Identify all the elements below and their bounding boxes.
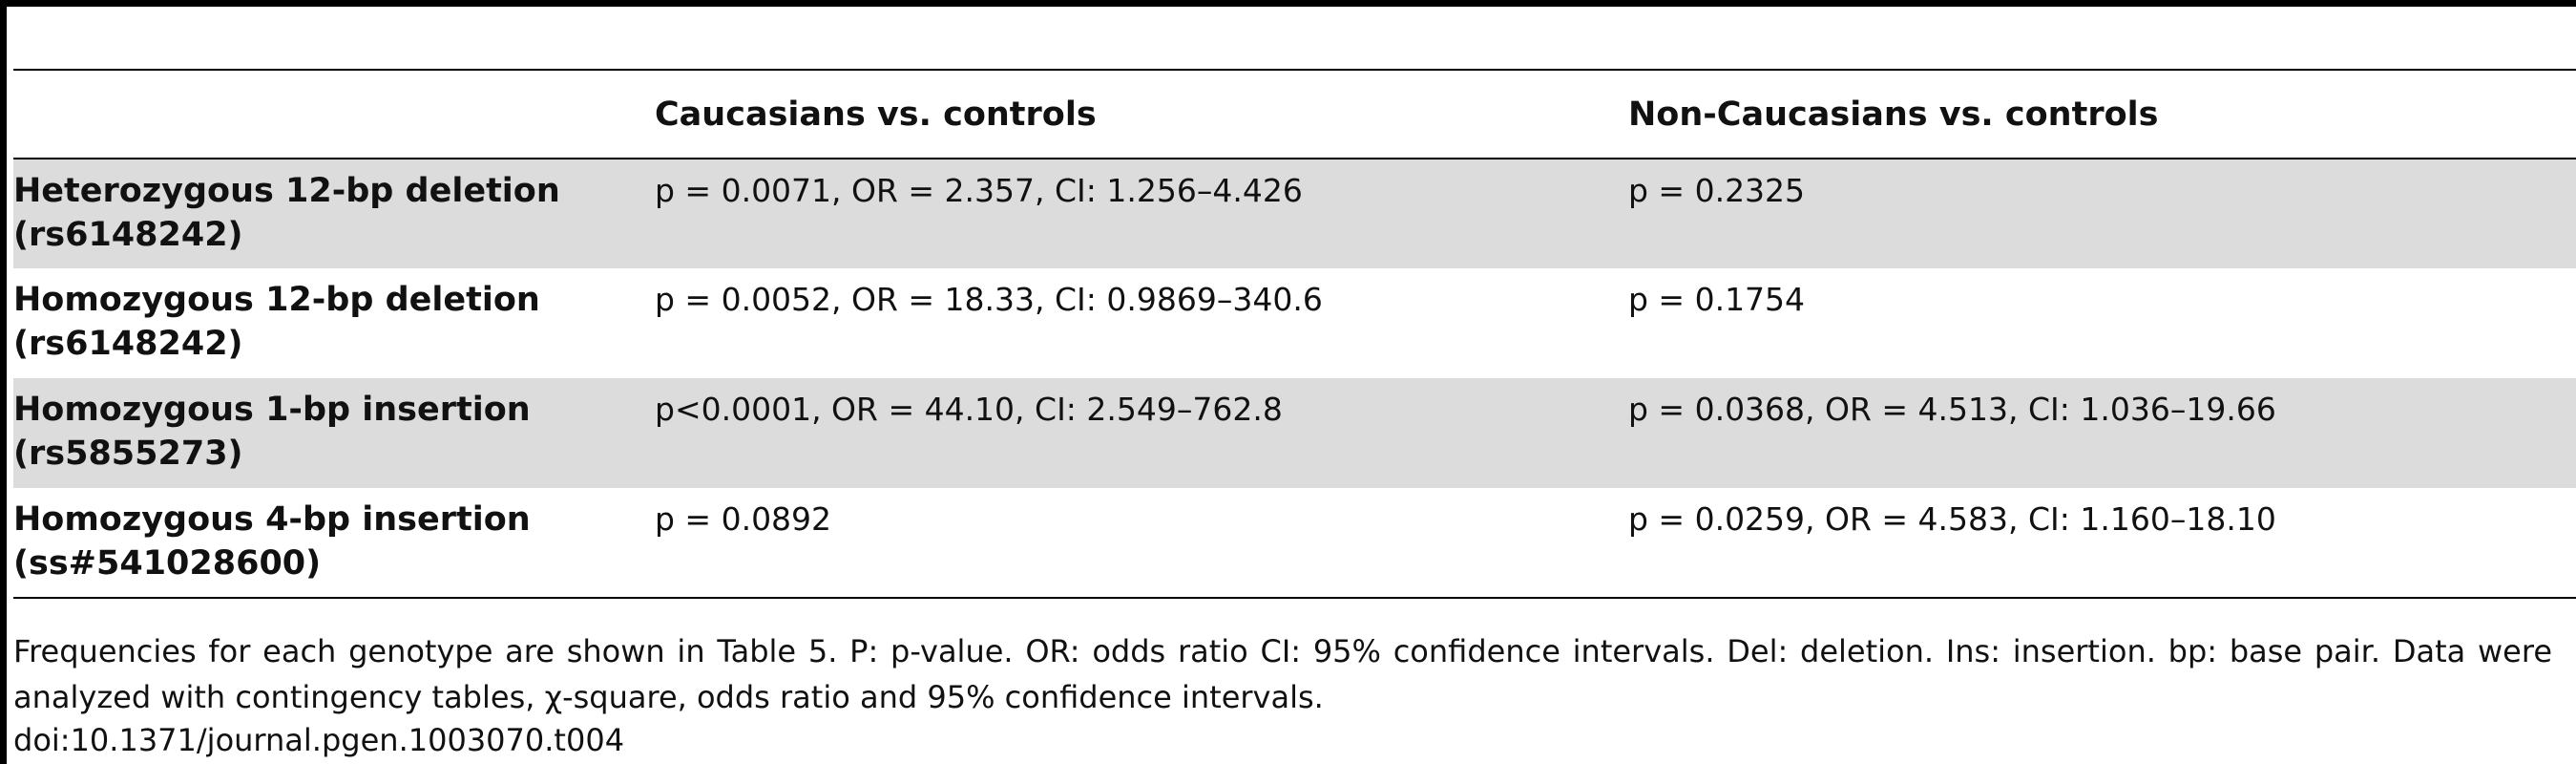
non-caucasians-cell: p = 0.2325	[1628, 172, 1806, 209]
table-row: Heterozygous 12-bp deletion (rs6148242) …	[13, 159, 2576, 268]
column-header-caucasians: Caucasians vs. controls	[655, 95, 1097, 134]
row-label-cell: Homozygous 4-bp insertion (ss#541028600)	[13, 488, 655, 598]
row-label-line2: (rs5855273)	[13, 435, 243, 473]
row-label-cell: Homozygous 12-bp deletion (rs6148242)	[13, 268, 655, 378]
column-header-non-caucasians: Non-Caucasians vs. controls	[1628, 95, 2159, 134]
row-label-cell: Homozygous 1-bp insertion (rs5855273)	[13, 378, 655, 488]
table-row: Homozygous 1-bp insertion (rs5855273) p<…	[13, 378, 2576, 488]
table-row: Homozygous 4-bp insertion (ss#541028600)…	[13, 488, 2576, 598]
left-border-rule	[0, 0, 7, 764]
non-caucasians-cell: p = 0.0368, OR = 4.513, CI: 1.036–19.66	[1628, 391, 2276, 428]
row-label-line2: (rs6148242)	[13, 216, 243, 254]
caucasians-cell: p = 0.0071, OR = 2.357, CI: 1.256–4.426	[655, 172, 1303, 209]
column-header-genotype	[13, 70, 655, 159]
top-border-rule	[0, 0, 2576, 7]
table-footnote: Frequencies for each genotype are shown …	[13, 633, 2552, 715]
caucasians-cell: p = 0.0892	[655, 500, 832, 538]
row-label-line1: Heterozygous 12-bp deletion	[13, 172, 560, 210]
non-caucasians-cell: p = 0.0259, OR = 4.583, CI: 1.160–18.10	[1628, 500, 2276, 538]
non-caucasians-cell: p = 0.1754	[1628, 281, 1806, 318]
row-label-line1: Homozygous 12-bp deletion	[13, 281, 540, 319]
row-label-cell: Heterozygous 12-bp deletion (rs6148242)	[13, 159, 655, 268]
caucasians-cell: p<0.0001, OR = 44.10, CI: 2.549–762.8	[655, 391, 1283, 428]
table-header-row: Caucasians vs. controls Non-Caucasians v…	[13, 70, 2576, 159]
table-row: Homozygous 12-bp deletion (rs6148242) p …	[13, 268, 2576, 378]
row-label-line1: Homozygous 1-bp insertion	[13, 391, 531, 429]
row-label-line1: Homozygous 4-bp insertion	[13, 500, 531, 539]
row-label-line2: (ss#541028600)	[13, 544, 322, 583]
genotype-association-table: Caucasians vs. controls Non-Caucasians v…	[13, 69, 2576, 599]
results-table-container: Caucasians vs. controls Non-Caucasians v…	[13, 69, 2576, 599]
doi-link[interactable]: doi:10.1371/journal.pgen.1003070.t004	[13, 722, 625, 758]
caucasians-cell: p = 0.0052, OR = 18.33, CI: 0.9869–340.6	[655, 281, 1323, 318]
row-label-line2: (rs6148242)	[13, 325, 243, 363]
